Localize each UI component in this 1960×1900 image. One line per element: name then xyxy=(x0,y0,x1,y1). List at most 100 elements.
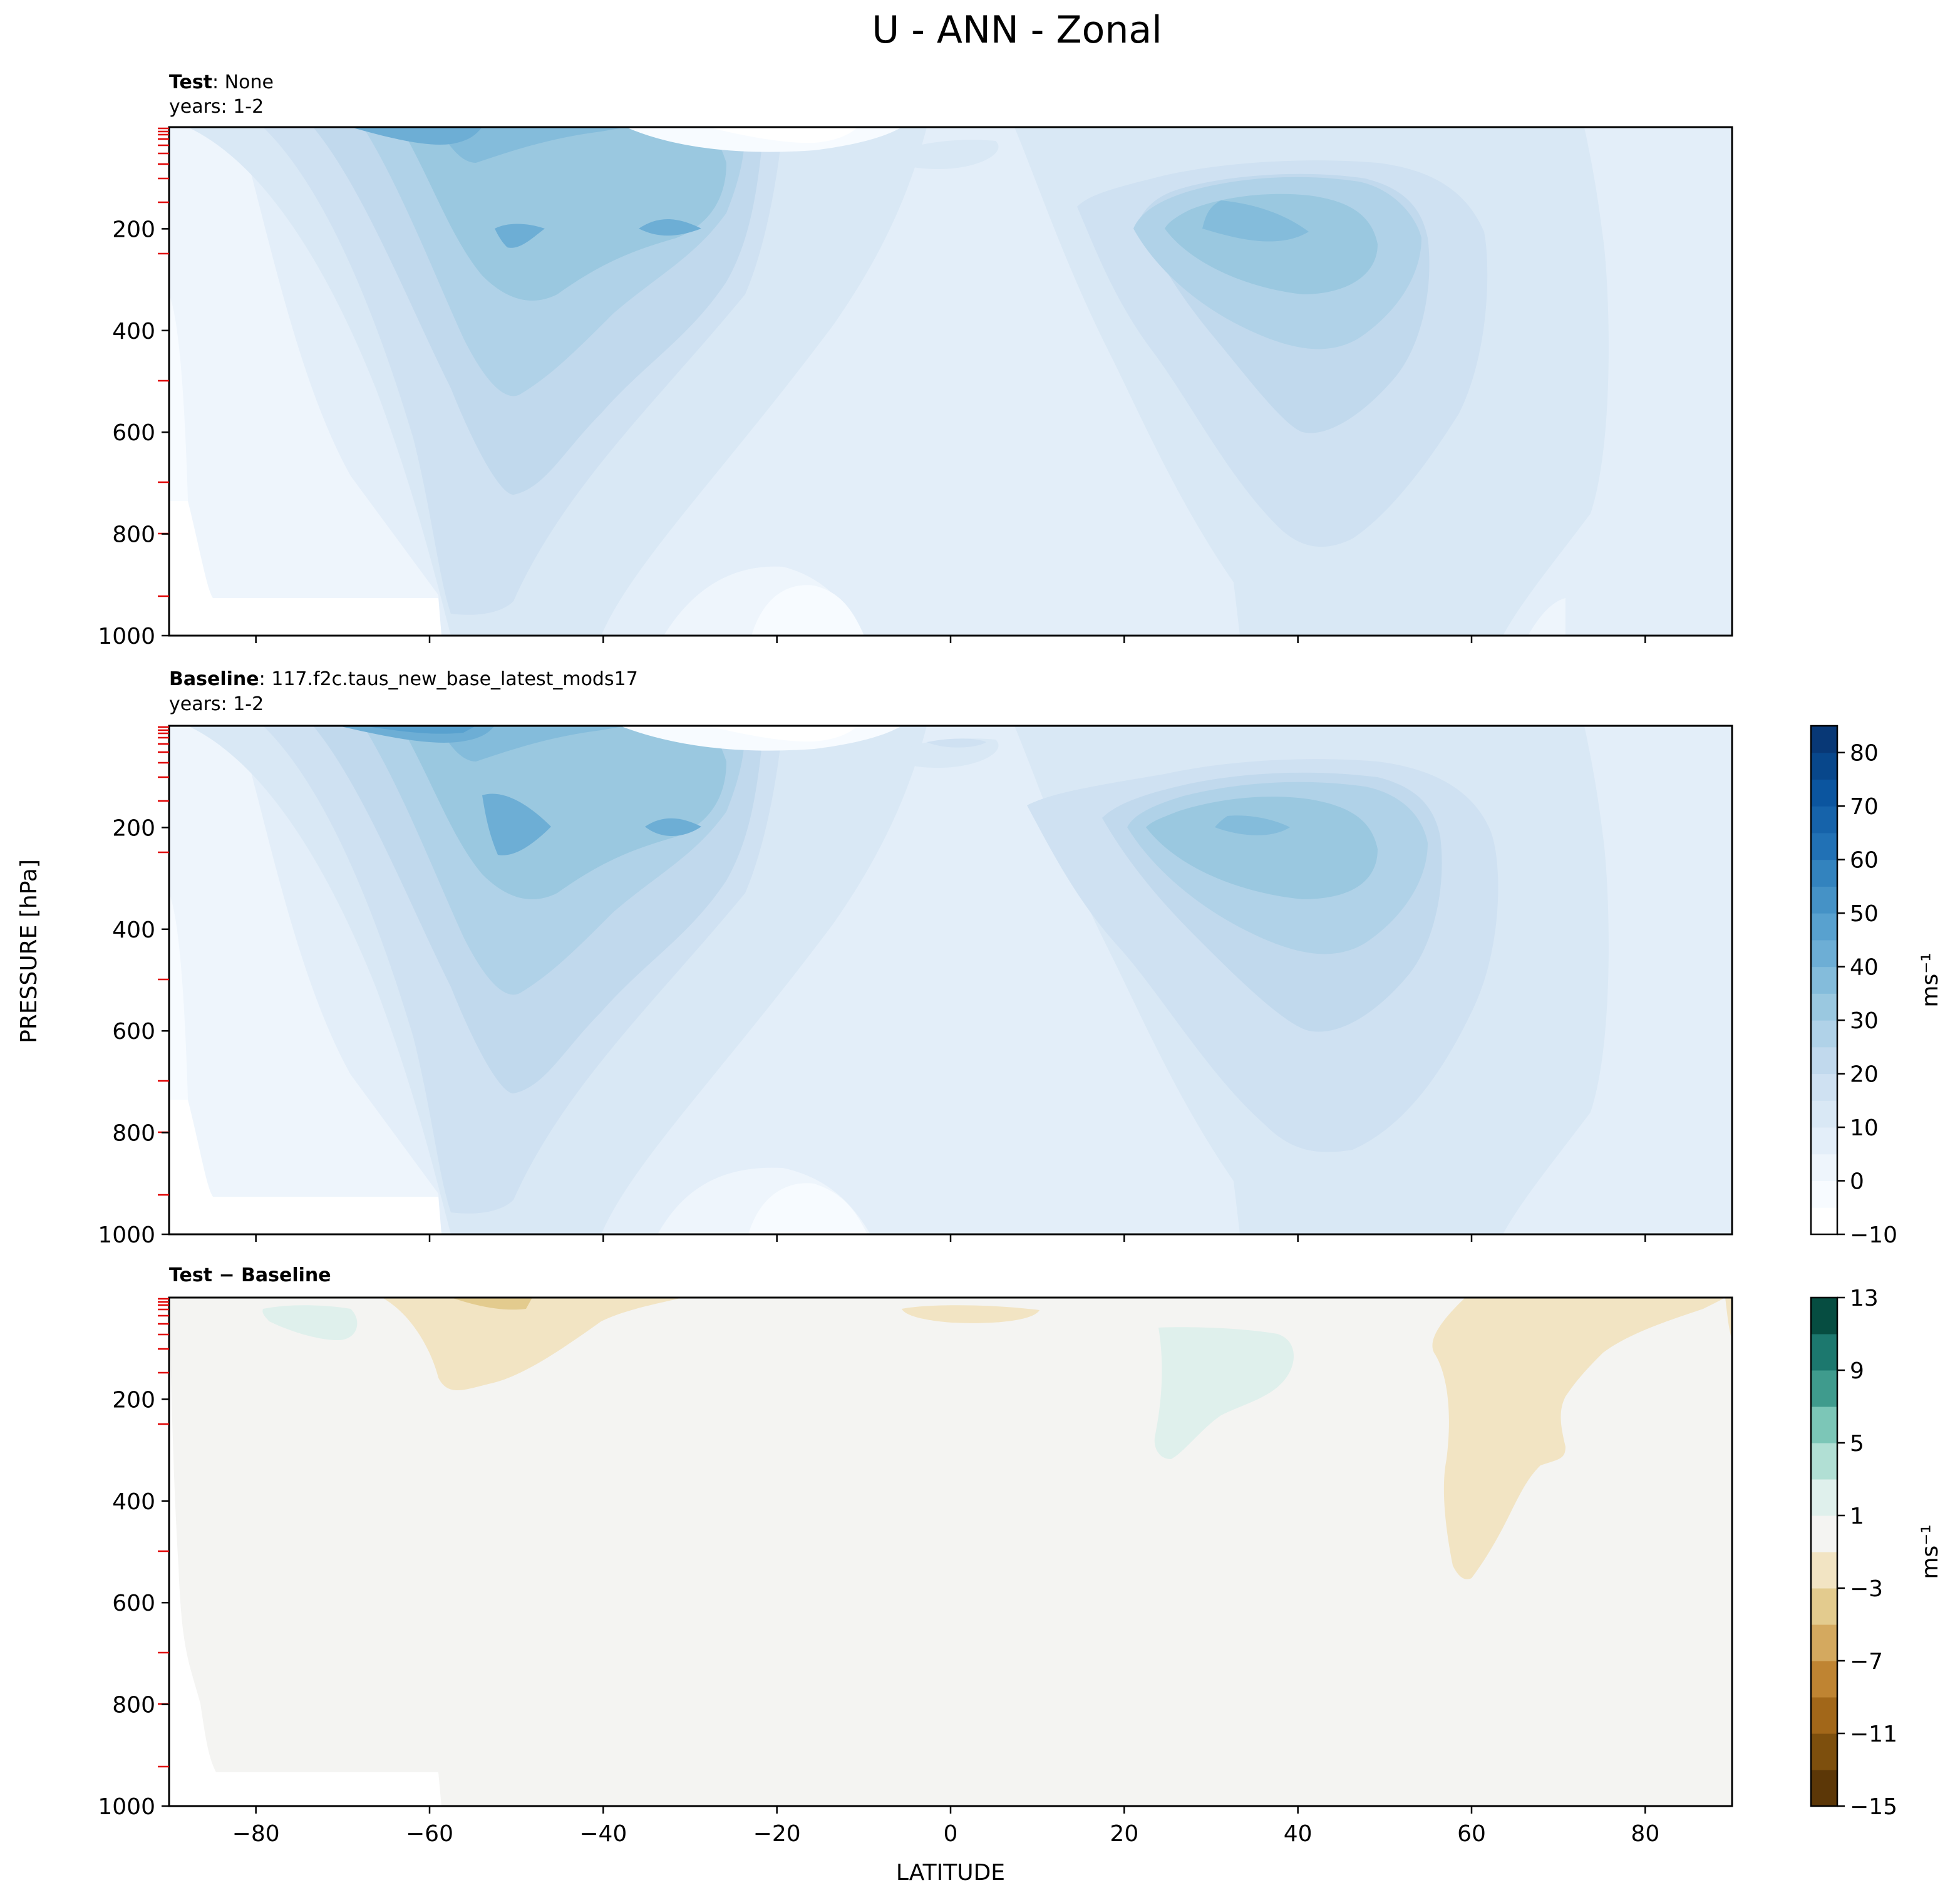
panel-test-years: years: 1-2 xyxy=(169,96,264,118)
colorbar-swatch xyxy=(1811,1127,1837,1155)
x-tick-label: −20 xyxy=(753,1821,801,1847)
panel-baseline-subtitle-rest: : 117.f2c.taus_new_base_latest_mods17 xyxy=(259,668,638,690)
panel-test-contours xyxy=(169,127,1732,636)
colorbar-tick-label: −3 xyxy=(1850,1576,1883,1602)
panel-difference-subtitle: Test − Baseline xyxy=(169,1264,331,1286)
contour-neg-3-5-sh xyxy=(451,1298,532,1310)
contour-level-30-35-sh xyxy=(401,726,726,899)
colorbar-tick-label: −15 xyxy=(1850,1794,1897,1820)
contour-neg-1-3-pole xyxy=(1725,1298,1732,1340)
contour-level-0-5-sfc-eq xyxy=(748,1183,867,1234)
contour-level-30-35-nh xyxy=(1146,797,1378,899)
contour-neg-1-3-eq xyxy=(902,1305,1039,1323)
contour-neg-1-3-sh xyxy=(382,1298,683,1390)
contour-level-5-10-polar-n xyxy=(1503,449,1732,636)
x-tick-label: −80 xyxy=(232,1821,280,1847)
colorbar-swatch xyxy=(1811,1697,1837,1734)
colorbar-swatch xyxy=(1811,966,1837,994)
colorbar-swatch xyxy=(1811,1515,1837,1552)
contour-level-35-40-sh xyxy=(438,726,626,762)
colorbar-tick-label: 60 xyxy=(1850,848,1879,874)
colorbar-swatch xyxy=(1811,1407,1837,1443)
panel-test-subtitle-rest: : None xyxy=(212,71,274,93)
contour-pos-1-3-sh xyxy=(262,1305,358,1340)
colorbar-swatch xyxy=(1811,1624,1837,1661)
colorbar-swatch xyxy=(1811,1298,1837,1335)
contour-level-45-50-sh-top xyxy=(363,726,476,734)
x-tick-label: 60 xyxy=(1457,1821,1486,1847)
panel-baseline-years: years: 1-2 xyxy=(169,693,264,715)
colorbar-swatch xyxy=(1811,1100,1837,1128)
panel-difference-x-ticks: −80 −60 −40 −20 0 20 40 60 80 xyxy=(232,1806,1659,1847)
colorbar-swatch xyxy=(1811,1334,1837,1371)
colorbar-swatch xyxy=(1811,1733,1837,1770)
shared-x-axis-label: LATITUDE xyxy=(896,1860,1005,1886)
colorbar-tick-label: 0 xyxy=(1850,1169,1864,1195)
contour-level-0-5-sh xyxy=(169,127,441,636)
colorbar-swatch xyxy=(1811,726,1837,753)
panel-baseline-y-ticks: 200 400 600 800 1000 xyxy=(98,815,169,1248)
colorbar-tick-label: 50 xyxy=(1850,901,1879,927)
panel-difference-colorbar: 13 9 5 1 −3 −7 −11 −15 ms⁻¹ xyxy=(1810,1286,1943,1820)
contour-level-5-10-polar-n xyxy=(1553,1121,1732,1234)
panel-difference-minor-ticks xyxy=(158,1298,169,1768)
y-tick-label: 200 xyxy=(112,217,155,242)
contour-level-neg-strat xyxy=(708,726,858,742)
colorbar-swatch xyxy=(1811,1180,1837,1208)
contour-level-35-40-nh xyxy=(1215,815,1290,835)
contour-level-30-35-sh xyxy=(401,127,726,301)
y-tick-label: 400 xyxy=(112,1489,155,1515)
panel-baseline-subtitle: Baseline: 117.f2c.taus_new_base_latest_m… xyxy=(169,668,638,690)
colorbar-swatch xyxy=(1811,779,1837,807)
contour-level-0-5-sfc-eq xyxy=(751,585,864,636)
contour-level-0-5-sfc-sh xyxy=(169,1100,441,1234)
colorbar-swatch xyxy=(1811,913,1837,941)
y-tick-label: 600 xyxy=(112,420,155,446)
colorbar-tick-label: 70 xyxy=(1850,794,1879,820)
colorbar-swatch xyxy=(1811,1479,1837,1516)
y-tick-label: 400 xyxy=(112,319,155,344)
colorbar-tick-label: 80 xyxy=(1850,741,1879,767)
panel-difference-axes: 200 400 600 800 1000 −80 −60 −40 −20 0 20 40 60 80 xyxy=(98,1296,1733,1847)
colorbar-frame xyxy=(1810,725,1839,1236)
colorbar-tick-label: 9 xyxy=(1850,1358,1864,1384)
panel-test-subtitle: Test: None xyxy=(169,71,274,93)
contour-level-0-5-eq-upper xyxy=(889,140,999,169)
panel-test-x-ticks xyxy=(255,636,1646,643)
colorbar-tick-label: 5 xyxy=(1850,1431,1864,1457)
y-tick-label: 200 xyxy=(112,1387,155,1413)
colorbar-tick-label: −10 xyxy=(1850,1222,1897,1248)
colorbar-swatch xyxy=(1811,886,1837,914)
colorbar-label: ms⁻¹ xyxy=(1917,1524,1943,1579)
colorbar-frame xyxy=(1810,1296,1839,1807)
contour-level-neg-strat xyxy=(708,127,858,143)
y-tick-label: 400 xyxy=(112,917,155,943)
panel-test-subtitle-bold: Test xyxy=(169,71,212,93)
colorbar-swatch xyxy=(1811,1020,1837,1048)
colorbar-swatch xyxy=(1811,1154,1837,1182)
x-tick-label: −40 xyxy=(579,1821,627,1847)
colorbar-tick-label: 10 xyxy=(1850,1115,1879,1141)
y-tick-label: 1000 xyxy=(98,1794,155,1820)
colorbar-label: ms⁻¹ xyxy=(1917,953,1943,1007)
contour-level-0-5-sh xyxy=(169,726,441,1234)
shared-y-axis-label: PRESSURE [hPa] xyxy=(16,859,42,1043)
colorbar-swatch xyxy=(1811,1770,1837,1807)
colorbar-tick-label: −11 xyxy=(1850,1722,1897,1747)
panel-test-axes: 200 400 600 800 1000 xyxy=(98,126,1733,649)
x-tick-label: 0 xyxy=(944,1821,958,1847)
y-tick-label: 800 xyxy=(112,1121,155,1147)
contour-level-35-40-sh xyxy=(438,127,626,163)
panel-baseline-colorbar: 80 70 60 50 40 30 20 10 0 −10 ms⁻¹ xyxy=(1810,725,1943,1248)
panel-baseline-x-ticks xyxy=(255,1234,1646,1242)
contour-level-40-45-sh-a xyxy=(495,224,545,248)
panel-test: Test: None years: 1-2 xyxy=(98,71,1733,649)
colorbar-swatch xyxy=(1811,752,1837,780)
x-tick-label: 20 xyxy=(1110,1821,1138,1847)
y-tick-label: 800 xyxy=(112,522,155,548)
colorbar-tick-label: 20 xyxy=(1850,1062,1879,1088)
panel-baseline-subtitle-bold: Baseline xyxy=(169,668,259,690)
colorbar-tick-label: 1 xyxy=(1850,1504,1864,1529)
y-tick-label: 600 xyxy=(112,1019,155,1045)
